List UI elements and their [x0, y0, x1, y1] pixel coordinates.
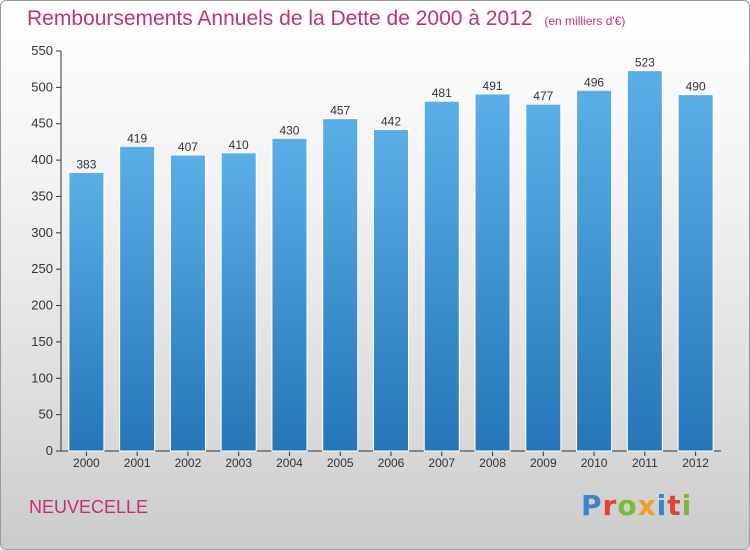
x-tick-label: 2004 — [276, 456, 303, 470]
data-label: 410 — [229, 138, 249, 152]
data-label: 407 — [178, 140, 198, 154]
bar-2009 — [525, 103, 562, 452]
logo-letter: i — [656, 489, 668, 522]
x-tick-label: 2002 — [175, 456, 202, 470]
chart-unit: (en milliers d'€) — [544, 14, 626, 28]
y-tick-label: 450 — [31, 116, 53, 131]
bar-2001 — [119, 145, 156, 452]
proxiti-logo: Proxiti — [581, 489, 692, 522]
data-label: 491 — [483, 79, 503, 93]
bar-2007 — [423, 100, 460, 452]
bar-2005 — [322, 118, 359, 452]
bar-2000 — [68, 171, 105, 452]
y-tick-label: 250 — [31, 261, 53, 276]
bars — [68, 70, 714, 452]
logo-letter: o — [617, 489, 638, 522]
data-label: 481 — [432, 86, 452, 100]
bar-2002 — [169, 154, 206, 452]
chart-title: Remboursements Annuels de la Dette de 20… — [27, 7, 625, 31]
bar-2006 — [372, 129, 410, 452]
y-tick-label: 500 — [31, 79, 53, 94]
town-name: NEUVECELLE — [29, 497, 149, 517]
x-tick-label: 2007 — [428, 456, 455, 470]
x-tick-label: 2010 — [581, 456, 608, 470]
x-tick-label: 2012 — [682, 456, 709, 470]
y-tick-label: 50 — [39, 407, 53, 422]
x-tick-label: 2008 — [479, 456, 506, 470]
bar-2004 — [271, 137, 308, 452]
y-tick-label: 150 — [31, 334, 53, 349]
data-label: 457 — [330, 104, 350, 118]
x-tick-label: 2005 — [327, 456, 354, 470]
logo-letter: t — [667, 489, 682, 522]
x-tick-label: 2003 — [225, 456, 252, 470]
data-label: 477 — [533, 89, 553, 103]
y-tick-label: 200 — [31, 298, 53, 313]
data-label: 419 — [127, 131, 147, 145]
bar-2012 — [677, 94, 714, 452]
y-tick-label: 400 — [31, 152, 53, 167]
bar-2011 — [626, 70, 663, 452]
x-tick-label: 2009 — [530, 456, 557, 470]
data-label: 490 — [686, 80, 706, 94]
bar-2008 — [474, 93, 511, 452]
data-label: 442 — [381, 115, 401, 129]
x-tick-label: 2001 — [124, 456, 151, 470]
y-tick-label: 100 — [31, 370, 53, 385]
data-label: 496 — [584, 75, 604, 89]
logo-letter: i — [681, 489, 693, 522]
logo-letter: x — [637, 489, 657, 522]
bar-2003 — [220, 152, 257, 452]
y-tick-label: 550 — [31, 43, 53, 58]
data-label: 383 — [76, 157, 96, 171]
y-tick-label: 0 — [46, 443, 53, 458]
data-labels: 383 419 407 410 430 457 442 481 491 477 496 523 490 — [76, 56, 706, 172]
x-tick-label: 2000 — [73, 456, 100, 470]
data-label: 430 — [279, 123, 299, 137]
y-tick-label: 300 — [31, 225, 53, 240]
bar-2010 — [576, 89, 613, 452]
y-tick-label: 350 — [31, 188, 53, 203]
x-tick-label: 2011 — [632, 456, 658, 470]
data-label: 523 — [635, 56, 655, 70]
chart-title-text: Remboursements Annuels de la Dette de 20… — [27, 7, 533, 30]
logo-letter: r — [602, 489, 618, 522]
x-tick-label: 2006 — [378, 456, 405, 470]
logo-letter: P — [581, 489, 603, 522]
